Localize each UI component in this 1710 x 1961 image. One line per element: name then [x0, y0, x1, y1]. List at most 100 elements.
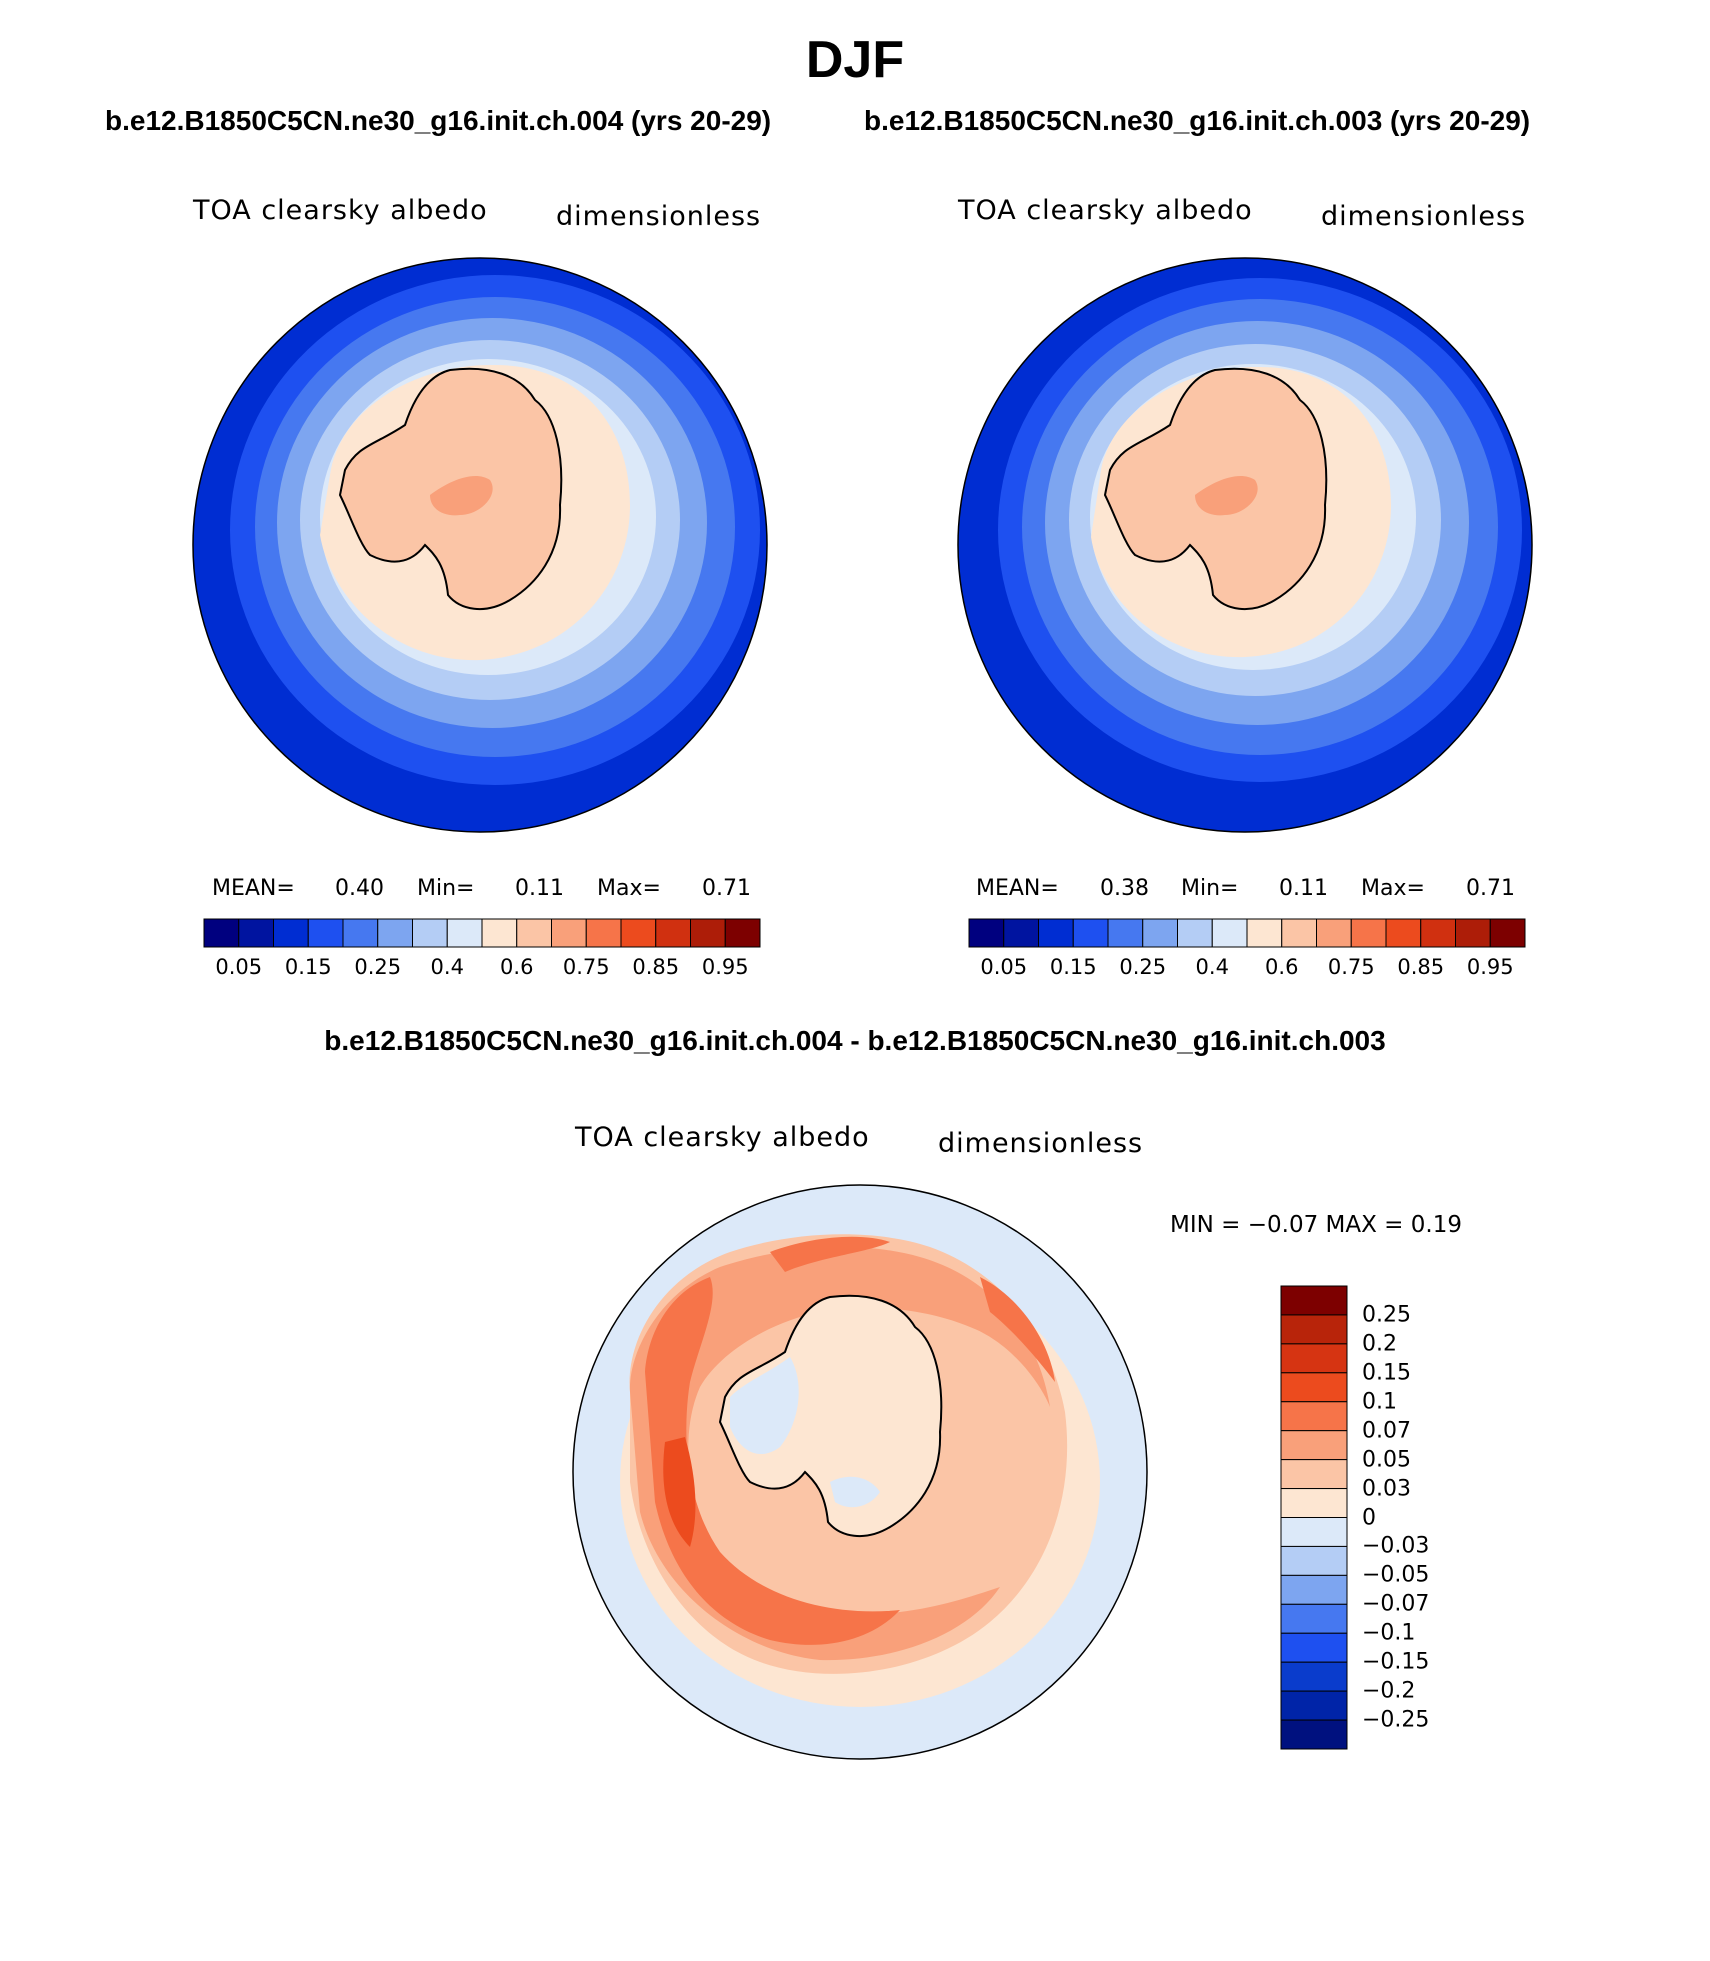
panel1-colorbar-tick-label: 0.05 — [215, 955, 263, 979]
difference-colorbar-tick-label: −0.03 — [1362, 1533, 1430, 1559]
difference-colorbar-swatch — [1280, 1719, 1348, 1750]
panel2-colorbar-swatch — [1246, 918, 1283, 948]
difference-colorbar-tick-label: −0.15 — [1362, 1649, 1430, 1675]
difference-colorbar-swatch — [1280, 1285, 1348, 1316]
difference-colorbar-swatch — [1280, 1661, 1348, 1692]
case-title-right: b.e12.B1850C5CN.ne30_g16.init.ch.003 (yr… — [864, 105, 1531, 136]
panel2-colorbar-swatch — [1142, 918, 1178, 948]
panel1-min-value: 0.11 — [515, 876, 564, 901]
difference-colorbar-tick-label: −0.1 — [1362, 1620, 1416, 1646]
difference-colorbar-tick-label: 0.15 — [1362, 1360, 1411, 1386]
panel2-colorbar-tick-label: 0.6 — [1265, 955, 1299, 979]
difference-colorbar-swatch — [1280, 1517, 1348, 1547]
panel1-map — [192, 257, 768, 833]
panel1-mean-label: MEAN= — [212, 876, 295, 901]
panel2-colorbar-swatch — [1107, 918, 1144, 948]
panel1-mean-value: 0.40 — [335, 876, 384, 901]
panel1-units-label: dimensionless — [556, 201, 762, 232]
panel1-max-value: 0.71 — [702, 876, 751, 901]
panel2-colorbar-swatch — [1003, 918, 1039, 948]
panel1-colorbar-swatch — [342, 918, 379, 948]
panel2-colorbar-tick-label: 0.05 — [980, 955, 1028, 979]
panel2-min-value: 0.11 — [1279, 876, 1328, 901]
difference-colorbar-tick-label: 0.1 — [1362, 1389, 1397, 1415]
difference-title: b.e12.B1850C5CN.ne30_g16.init.ch.004 - b… — [324, 1025, 1386, 1056]
panel1-colorbar-swatch — [307, 918, 344, 948]
figure-title: DJF — [805, 31, 905, 89]
panel2-colorbar-swatch — [1211, 918, 1248, 948]
panel2-colorbar-tick-label: 0.15 — [1049, 955, 1097, 979]
difference-colorbar-swatch — [1280, 1430, 1348, 1461]
panel2-colorbar-swatch — [1316, 918, 1352, 948]
panel2-variable-label: TOA clearsky albedo — [958, 195, 1253, 226]
difference-colorbar-tick-label: 0.2 — [1362, 1331, 1397, 1357]
panel2-colorbar-swatch — [1385, 918, 1422, 948]
difference-colorbar-swatch — [1280, 1574, 1348, 1605]
difference-colorbar-swatch — [1280, 1488, 1348, 1518]
difference-colorbar-tick-label: −0.05 — [1362, 1562, 1430, 1588]
panel1-colorbar-swatch — [412, 918, 448, 948]
panel2-colorbar-tick-label: 0.75 — [1327, 955, 1375, 979]
panel1-colorbar-swatch — [273, 918, 309, 948]
panel2-colorbar-swatch — [1072, 918, 1109, 948]
difference-colorbar-swatch — [1280, 1372, 1348, 1403]
panel1-colorbar-swatch — [585, 918, 622, 948]
difference-colorbar-tick-label: −0.2 — [1362, 1678, 1416, 1704]
difference-colorbar-tick-label: 0.03 — [1362, 1476, 1411, 1502]
difference-colorbar-tick-label: 0.05 — [1362, 1447, 1411, 1473]
panel1-colorbar-swatch — [203, 918, 240, 948]
panel1-colorbar-tick-label: 0.75 — [562, 955, 610, 979]
difference-colorbar-swatch — [1280, 1343, 1348, 1374]
panel1-colorbar — [203, 918, 761, 948]
panel2-min-label: Min= — [1181, 876, 1239, 901]
panel2-colorbar-tick-label: 0.25 — [1119, 955, 1167, 979]
panel1-colorbar-swatch — [238, 918, 274, 948]
panel2-colorbar-tick-label: 0.4 — [1195, 955, 1229, 979]
panel1-max-label: Max= — [597, 876, 661, 901]
difference-colorbar-swatch — [1280, 1690, 1348, 1721]
panel1-colorbar-tick-label: 0.25 — [354, 955, 402, 979]
panel2-mean-label: MEAN= — [976, 876, 1059, 901]
difference-colorbar-swatch — [1280, 1545, 1348, 1576]
difference-map — [572, 1184, 1148, 1760]
diff-units-label: dimensionless — [938, 1128, 1144, 1159]
panel1-colorbar-tick-label: 0.4 — [430, 955, 464, 979]
panel1-colorbar-swatch — [377, 918, 413, 948]
panel2-units-label: dimensionless — [1321, 201, 1527, 232]
panel1-colorbar-tick-label: 0.6 — [500, 955, 534, 979]
difference-colorbar-tick-label: 0.07 — [1362, 1418, 1411, 1444]
panel2-colorbar — [968, 918, 1526, 948]
panel2-mean-value: 0.38 — [1100, 876, 1149, 901]
panel2-colorbar-swatch — [1281, 918, 1317, 948]
panel2-colorbar-swatch — [1350, 918, 1387, 948]
panel1-colorbar-swatch — [690, 918, 726, 948]
difference-colorbar — [1280, 1285, 1348, 1750]
difference-colorbar-tick-label: 0.25 — [1362, 1302, 1411, 1328]
panel2-colorbar-swatch — [1420, 918, 1456, 948]
panel2-colorbar-swatch — [1177, 918, 1213, 948]
difference-colorbar-swatch — [1280, 1632, 1348, 1663]
panel1-colorbar-swatch — [481, 918, 518, 948]
panel1-colorbar-swatch — [655, 918, 691, 948]
difference-colorbar-tick-label: −0.07 — [1362, 1591, 1430, 1617]
panel1-min-label: Min= — [417, 876, 475, 901]
panel1-colorbar-swatch — [724, 918, 761, 948]
panel2-colorbar-tick-label: 0.95 — [1466, 955, 1514, 979]
panel2-colorbar-swatch — [1489, 918, 1526, 948]
difference-colorbar-swatch — [1280, 1401, 1348, 1432]
panel1-colorbar-swatch — [516, 918, 552, 948]
case-title-left: b.e12.B1850C5CN.ne30_g16.init.ch.004 (yr… — [105, 105, 772, 136]
panel1-colorbar-swatch — [551, 918, 587, 948]
panel1-colorbar-swatch — [620, 918, 657, 948]
panel2-colorbar-tick-label: 0.85 — [1397, 955, 1445, 979]
panel2-colorbar-swatch — [1455, 918, 1491, 948]
difference-colorbar-tick-label: 0 — [1362, 1505, 1376, 1530]
panel1-colorbar-tick-label: 0.85 — [632, 955, 680, 979]
panel2-map — [957, 257, 1533, 833]
diff-variable-label: TOA clearsky albedo — [575, 1122, 870, 1153]
difference-colorbar-swatch — [1280, 1459, 1348, 1490]
panel2-colorbar-swatch — [1038, 918, 1074, 948]
panel1-colorbar-swatch — [446, 918, 483, 948]
panel2-colorbar-swatch — [968, 918, 1005, 948]
difference-colorbar-tick-label: −0.25 — [1362, 1707, 1430, 1733]
